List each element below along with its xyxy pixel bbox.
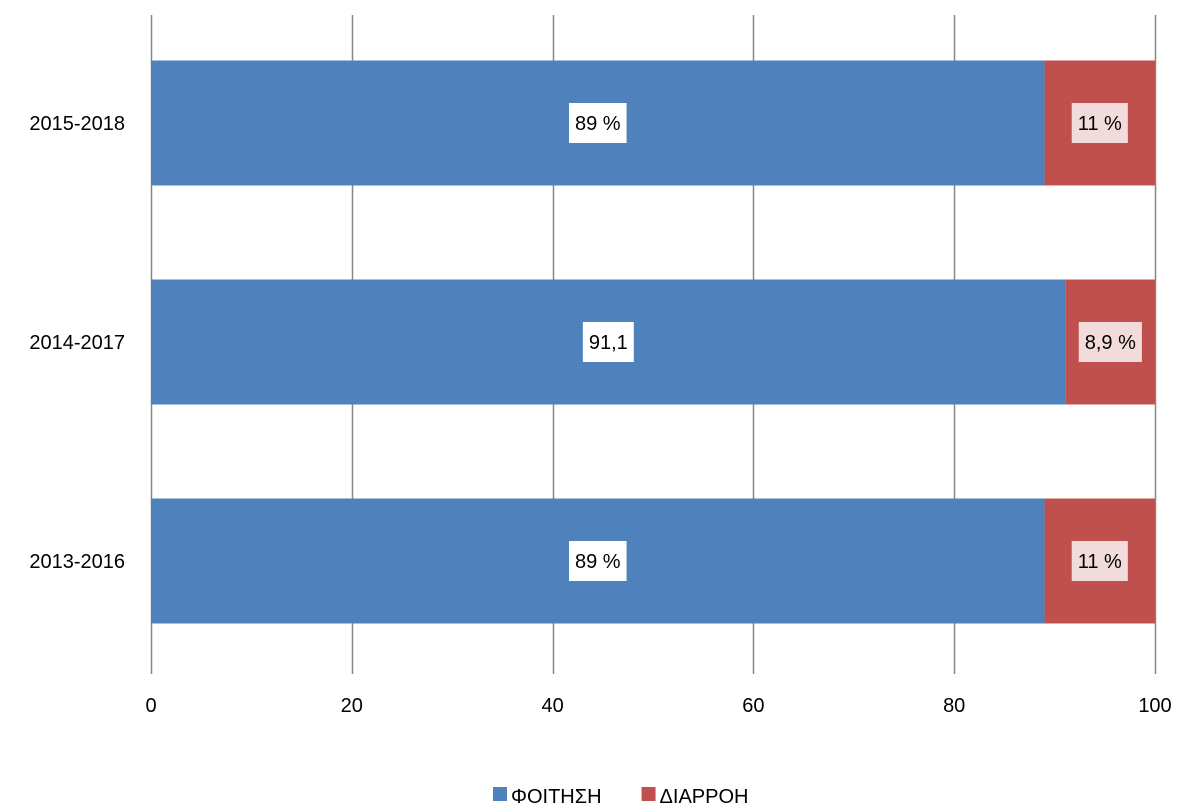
- category-label: 2014-2017: [29, 332, 125, 354]
- data-labels: 89 % 11 % 91,1 8,9 % 89 % 11 %: [568, 103, 1142, 581]
- data-label: 89 %: [568, 541, 627, 581]
- legend-label: ΦΟΙΤΗΣΗ: [511, 786, 602, 808]
- data-label-text: 89 %: [575, 113, 621, 135]
- data-label-text: 11 %: [1078, 551, 1122, 573]
- x-tick-label: 100: [1138, 695, 1171, 717]
- x-tick-label: 80: [943, 695, 965, 717]
- data-label-text: 8,9 %: [1085, 332, 1136, 354]
- data-label-text: 89 %: [575, 551, 621, 573]
- data-label-text: 11 %: [1078, 113, 1122, 135]
- x-tick-label: 20: [341, 695, 363, 717]
- data-label-bg: [1071, 103, 1128, 143]
- bars: [151, 60, 1155, 624]
- legend-swatch: [641, 787, 656, 801]
- data-label: 11 %: [1071, 103, 1128, 143]
- data-label-text: 91,1: [589, 332, 628, 354]
- data-label-bg: [582, 322, 634, 362]
- legend-label: ΔΙΑΡΡΟΗ: [660, 786, 749, 808]
- data-label-bg: [1078, 322, 1142, 362]
- data-label: 91,1: [582, 322, 634, 362]
- data-label: 89 %: [568, 103, 627, 143]
- axes: 0 20 40 60 80 100 2015-2018 2014-2017 2013-2016: [29, 113, 1171, 717]
- data-label-bg: [568, 103, 627, 143]
- x-tick-label: 40: [541, 695, 563, 717]
- data-label-bg: [568, 541, 627, 581]
- x-tick-label: 0: [145, 695, 156, 717]
- legend-item: ΔΙΑΡΡΟΗ: [641, 786, 749, 808]
- legend: ΦΟΙΤΗΣΗ ΔΙΑΡΡΟΗ: [493, 786, 748, 808]
- category-label: 2015-2018: [29, 113, 125, 135]
- x-tick-label: 60: [742, 695, 764, 717]
- legend-item: ΦΟΙΤΗΣΗ: [493, 786, 602, 808]
- data-label: 11 %: [1071, 541, 1128, 581]
- category-label: 2013-2016: [29, 551, 125, 573]
- data-label: 8,9 %: [1078, 322, 1142, 362]
- legend-swatch: [493, 787, 507, 801]
- data-label-bg: [1071, 541, 1128, 581]
